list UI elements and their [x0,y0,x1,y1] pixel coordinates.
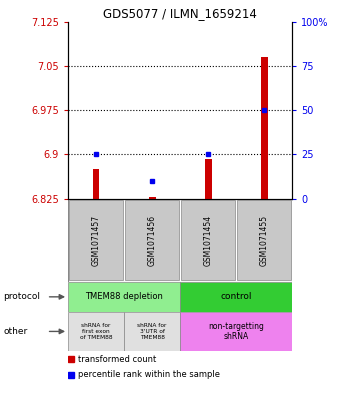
Bar [261,57,268,198]
Text: GSM1071456: GSM1071456 [148,215,157,266]
Text: transformed count: transformed count [78,355,156,364]
Bar [205,158,211,198]
Text: shRNA for
3'UTR of
TMEM88: shRNA for 3'UTR of TMEM88 [137,323,167,340]
Bar [180,282,292,312]
Bar [68,282,180,312]
Text: GSM1071454: GSM1071454 [204,215,213,266]
Bar [180,312,292,351]
Bar [68,312,124,351]
Text: TMEM88 depletion: TMEM88 depletion [85,292,163,301]
Text: GSM1071455: GSM1071455 [260,215,269,266]
Bar [93,169,99,198]
Text: GSM1071457: GSM1071457 [91,215,101,266]
Text: shRNA for
first exon
of TMEM88: shRNA for first exon of TMEM88 [80,323,112,340]
Bar [124,312,180,351]
Text: non-targetting
shRNA: non-targetting shRNA [208,322,264,341]
Text: protocol: protocol [3,292,40,301]
Bar [237,200,291,280]
Text: other: other [3,327,28,336]
Text: percentile rank within the sample: percentile rank within the sample [78,370,220,379]
Title: GDS5077 / ILMN_1659214: GDS5077 / ILMN_1659214 [103,7,257,20]
Bar [125,200,179,280]
Bar [181,200,235,280]
Bar [69,200,123,280]
Text: control: control [221,292,252,301]
Bar [149,197,155,198]
